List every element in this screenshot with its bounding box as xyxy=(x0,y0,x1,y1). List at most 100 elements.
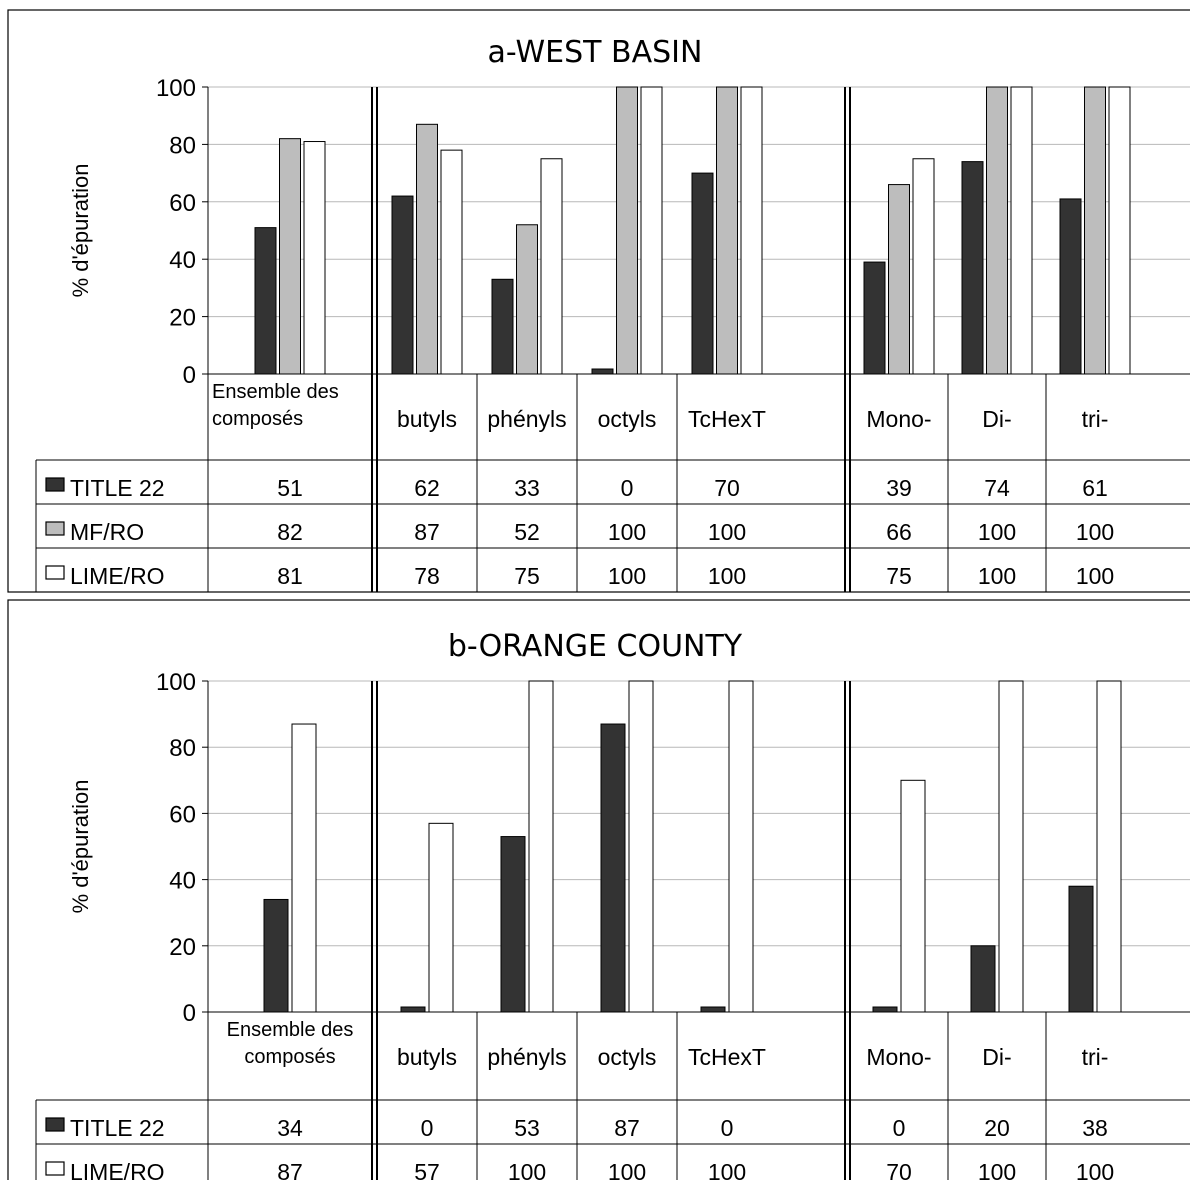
legend-label: TITLE 22 xyxy=(70,475,165,501)
y-tick-label: 100 xyxy=(156,669,196,696)
y-tick-label: 0 xyxy=(183,1000,196,1027)
table-value: 100 xyxy=(1076,563,1114,589)
table-value: 100 xyxy=(1076,1159,1114,1180)
category-label: tri- xyxy=(1082,1044,1109,1070)
table-value: 100 xyxy=(708,563,746,589)
category-label: tri- xyxy=(1082,406,1109,432)
table-value: 0 xyxy=(421,1115,434,1141)
category-label: Mono- xyxy=(866,406,931,432)
bar-lime-ro xyxy=(998,680,1024,1013)
legend-label: LIME/RO xyxy=(70,563,165,589)
table-value: 0 xyxy=(721,1115,734,1141)
table-value: 52 xyxy=(514,519,540,545)
category-label: phényls xyxy=(487,1044,566,1070)
bar-mf-ro xyxy=(516,224,538,375)
y-tick-label: 0 xyxy=(183,362,196,389)
table-value: 75 xyxy=(886,563,912,589)
table-value: 100 xyxy=(708,519,746,545)
bar-lime-ro xyxy=(1096,680,1122,1013)
bar-mf-ro xyxy=(1084,86,1106,375)
bar-title-22 xyxy=(961,161,984,375)
table-value: 100 xyxy=(978,1159,1016,1180)
legend-swatch xyxy=(45,1161,65,1176)
y-tick-label: 20 xyxy=(169,305,196,332)
bar-lime-ro xyxy=(291,723,317,1013)
legend-label: TITLE 22 xyxy=(70,1115,165,1141)
bar-title-22 xyxy=(700,1006,726,1013)
y-tick-label: 80 xyxy=(169,735,196,762)
bar-title-22 xyxy=(591,368,614,375)
category-label: TcHexT xyxy=(688,1044,766,1070)
table-value: 78 xyxy=(414,563,440,589)
category-label: Ensemble des xyxy=(227,1019,354,1041)
table-value: 82 xyxy=(277,519,303,545)
table-value: 61 xyxy=(1082,475,1108,501)
legend-swatch xyxy=(45,521,65,536)
table-value: 33 xyxy=(514,475,540,501)
bar-mf-ro xyxy=(716,86,738,375)
category-label: Di- xyxy=(982,1044,1011,1070)
table-value: 87 xyxy=(277,1159,303,1180)
bar-lime-ro xyxy=(440,149,463,375)
category-label: octyls xyxy=(598,1044,657,1070)
category-label: octyls xyxy=(598,406,657,432)
bar-lime-ro xyxy=(628,680,654,1013)
table-value: 100 xyxy=(708,1159,746,1180)
table-value: 39 xyxy=(886,475,912,501)
bar-lime-ro xyxy=(428,822,454,1013)
table-value: 100 xyxy=(978,563,1016,589)
bar-title-22 xyxy=(872,1006,898,1013)
table-value: 75 xyxy=(514,563,540,589)
chart-title: a-WEST BASIN xyxy=(488,35,703,70)
bar-title-22 xyxy=(1068,885,1094,1013)
category-label: Ensemble des xyxy=(212,381,339,403)
table-value: 66 xyxy=(886,519,912,545)
category-label: Di- xyxy=(982,406,1011,432)
table-value: 87 xyxy=(614,1115,640,1141)
legend-label: LIME/RO xyxy=(70,1159,165,1180)
table-value: 100 xyxy=(508,1159,546,1180)
bar-mf-ro xyxy=(888,184,910,375)
category-label: TcHexT xyxy=(688,406,766,432)
chart-title: b-ORANGE COUNTY xyxy=(448,629,743,664)
bar-lime-ro xyxy=(528,680,554,1013)
bar-title-22 xyxy=(691,172,714,375)
bar-lime-ro xyxy=(740,86,763,375)
category-label: phényls xyxy=(487,406,566,432)
category-label: butyls xyxy=(397,1044,457,1070)
bar-lime-ro xyxy=(303,141,326,375)
bar-lime-ro xyxy=(1010,86,1033,375)
bar-lime-ro xyxy=(728,680,754,1013)
y-tick-label: 40 xyxy=(169,868,196,895)
legend-swatch xyxy=(45,565,65,580)
table-value: 100 xyxy=(608,563,646,589)
category-label: composés xyxy=(244,1046,335,1068)
bar-title-22 xyxy=(491,278,514,375)
table-value: 53 xyxy=(514,1115,540,1141)
bar-mf-ro xyxy=(986,86,1008,375)
y-tick-label: 20 xyxy=(169,934,196,961)
table-value: 38 xyxy=(1082,1115,1108,1141)
bar-title-22 xyxy=(863,261,886,375)
table-value: 62 xyxy=(414,475,440,501)
panel-b-chart: b-ORANGE COUNTY 0 20 40 60 80 100 % d'épuration… xyxy=(7,599,1190,1180)
bar-title-22 xyxy=(600,723,626,1013)
bar-lime-ro xyxy=(540,158,563,375)
panel-a-chart: a-WEST BASIN 0 20 40 60 80 100 % d'épuration Ens… xyxy=(7,9,1190,593)
table-value: 70 xyxy=(714,475,740,501)
y-tick-label: 100 xyxy=(156,75,196,102)
panel-frame xyxy=(7,599,1190,1180)
category-label: Mono- xyxy=(866,1044,931,1070)
table-value: 87 xyxy=(414,519,440,545)
bar-title-22 xyxy=(263,898,289,1013)
y-axis-label: % d'épuration xyxy=(68,164,93,298)
bar-title-22 xyxy=(254,227,277,375)
table-value: 51 xyxy=(277,475,303,501)
y-tick-label: 40 xyxy=(169,247,196,274)
legend-swatch xyxy=(45,1117,65,1132)
bar-lime-ro xyxy=(900,779,926,1013)
y-tick-label: 60 xyxy=(169,190,196,217)
bar-lime-ro xyxy=(640,86,663,375)
table-value: 57 xyxy=(414,1159,440,1180)
table-value: 100 xyxy=(608,519,646,545)
